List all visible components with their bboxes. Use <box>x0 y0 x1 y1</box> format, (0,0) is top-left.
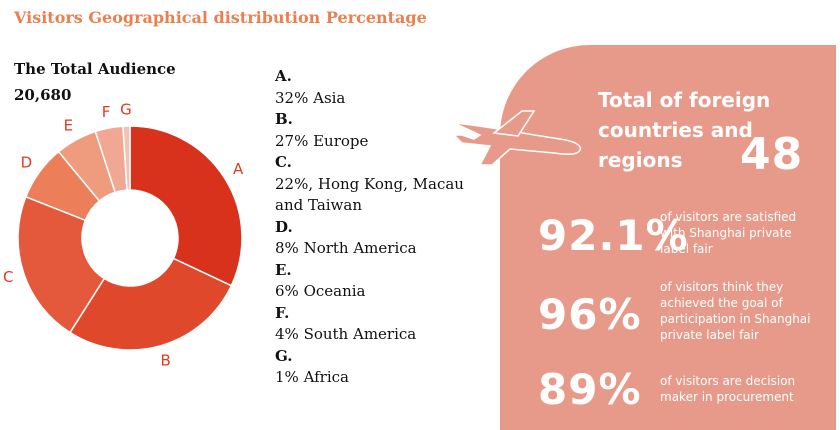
legend-key-f: F. <box>275 303 290 322</box>
slice-label-a: A <box>233 160 244 178</box>
legend-text-d: 8% North America <box>275 239 417 257</box>
stat-text-goal: of visitors think they achieved the goal… <box>660 280 811 342</box>
airplane-icon <box>452 110 582 166</box>
donut-chart: A B C D E F G <box>3 101 244 370</box>
legend-text-f: 4% South America <box>275 325 417 343</box>
donut-slice-a <box>129 125 243 287</box>
donut-slice-b <box>68 257 233 351</box>
stats-panel: Total of foreign countries and regions 4… <box>500 45 836 430</box>
slice-label-d: D <box>21 153 33 171</box>
stat-value-decision: 89% <box>538 365 642 414</box>
donut-slice-g <box>122 125 131 191</box>
stat-value-goal: 96% <box>538 290 642 339</box>
legend-text-e: 6% Oceania <box>275 282 366 300</box>
slice-label-f: F <box>102 103 111 121</box>
legend-key-a: A. <box>275 67 292 85</box>
stat-text-decision: of visitors are decision maker in procur… <box>660 374 796 404</box>
foreign-countries-label: Total of foreign countries and regions <box>598 88 771 172</box>
legend-key-g: G. <box>275 346 293 365</box>
legend-key-c: C. <box>275 153 292 171</box>
legend-key-e: E. <box>275 260 292 279</box>
legend-text-g: 1% Africa <box>275 368 349 386</box>
slice-label-g: G <box>120 101 132 119</box>
slice-label-e: E <box>64 116 73 134</box>
stat-text-satisfied: of visitors are satisfied with Shanghai … <box>660 210 797 256</box>
foreign-countries-value: 48 <box>740 129 804 180</box>
audience-label: The Total Audience <box>14 60 176 78</box>
audience-value: 20,680 <box>14 86 72 104</box>
legend-text-c: 22%, Hong Kong, Macau and Taiwan <box>275 174 464 215</box>
legend-key-b: B. <box>275 110 293 128</box>
legend-key-d: D. <box>275 217 293 236</box>
legend: A. 32% Asia B. 27% Europe C. 22%, Hong K… <box>275 66 490 389</box>
legend-text-a: 32% Asia <box>275 88 346 107</box>
legend-text-b: 27% Europe <box>275 131 369 150</box>
chart-title: Visitors Geographical distribution Perce… <box>14 8 427 27</box>
slice-label-b: B <box>161 351 171 369</box>
stat-value-satisfied: 92.1% <box>538 211 689 260</box>
slice-label-c: C <box>3 268 13 286</box>
donut-slice-c <box>17 195 106 334</box>
